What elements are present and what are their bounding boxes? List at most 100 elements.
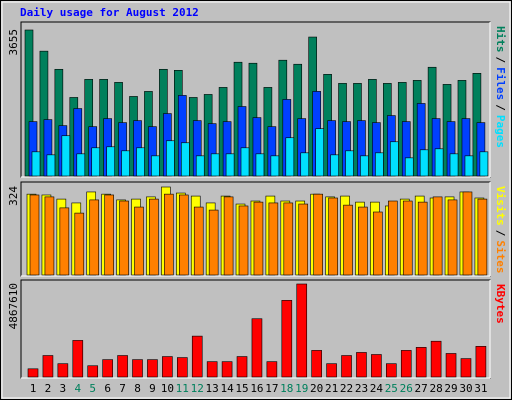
bar bbox=[315, 128, 324, 177]
legend-entry: Pages bbox=[494, 115, 507, 148]
bar bbox=[240, 147, 250, 177]
bar bbox=[46, 154, 56, 177]
x-tick-label: 28 bbox=[429, 382, 442, 395]
bar bbox=[415, 347, 427, 378]
bar bbox=[162, 356, 173, 378]
bar bbox=[449, 153, 459, 177]
bar bbox=[91, 147, 101, 177]
x-tick-label: 13 bbox=[206, 382, 219, 395]
bar bbox=[29, 194, 40, 276]
bar bbox=[132, 359, 143, 378]
legend: Hits / Files / Pages bbox=[494, 26, 507, 148]
bar bbox=[106, 146, 115, 177]
bar bbox=[475, 346, 487, 378]
bar bbox=[164, 193, 174, 276]
x-tick-label: 15 bbox=[235, 382, 248, 395]
x-tick-label: 17 bbox=[265, 382, 278, 395]
bar bbox=[343, 204, 353, 276]
bar bbox=[345, 150, 354, 177]
x-tick-label: 18 bbox=[280, 382, 293, 395]
bar bbox=[296, 283, 308, 378]
bar bbox=[57, 363, 69, 378]
bar bbox=[238, 205, 249, 276]
bar bbox=[179, 194, 189, 276]
bar bbox=[417, 201, 428, 276]
bar bbox=[191, 335, 203, 378]
x-tick-label: 2 bbox=[45, 382, 52, 395]
bar bbox=[104, 194, 114, 276]
x-tick-label: 30 bbox=[459, 382, 472, 395]
legend-entry: Files bbox=[494, 67, 507, 100]
y-tick-label: 324 bbox=[7, 186, 20, 206]
x-tick-label: 31 bbox=[474, 382, 487, 395]
bar bbox=[119, 200, 129, 276]
legend-separator: / bbox=[494, 230, 507, 237]
bar bbox=[255, 153, 265, 177]
x-tick-label: 4 bbox=[74, 382, 81, 395]
bar bbox=[225, 153, 235, 177]
bar bbox=[432, 196, 443, 276]
x-tick-label: 1 bbox=[30, 382, 37, 395]
bar bbox=[285, 137, 295, 177]
x-tick-label: 10 bbox=[161, 382, 174, 395]
legend-entry: KBytes bbox=[494, 284, 507, 324]
legend: Visits / Sites bbox=[494, 186, 507, 274]
bar bbox=[61, 135, 71, 177]
chart-title: Daily usage for August 2012 bbox=[20, 6, 199, 19]
bar bbox=[181, 142, 190, 177]
x-tick-label: 5 bbox=[89, 382, 96, 395]
bar bbox=[102, 359, 113, 378]
bar bbox=[136, 147, 145, 177]
bar bbox=[283, 202, 294, 276]
bar bbox=[360, 155, 369, 177]
bar bbox=[177, 357, 188, 378]
bar bbox=[388, 200, 398, 276]
bar bbox=[270, 155, 280, 177]
legend: KBytes bbox=[494, 284, 507, 324]
bar bbox=[44, 196, 55, 276]
bar bbox=[89, 199, 100, 276]
bar bbox=[42, 355, 54, 378]
x-tick-label: 19 bbox=[295, 382, 308, 395]
bar bbox=[477, 198, 488, 276]
x-tick-label: 22 bbox=[340, 382, 353, 395]
y-tick-label: 3655 bbox=[7, 29, 20, 56]
x-tick-label: 29 bbox=[444, 382, 457, 395]
bar bbox=[121, 150, 130, 177]
x-tick-label: 21 bbox=[325, 382, 338, 395]
bar bbox=[311, 350, 322, 378]
bar bbox=[400, 350, 412, 378]
x-tick-label: 27 bbox=[415, 382, 428, 395]
bar bbox=[373, 211, 383, 276]
bar bbox=[356, 352, 367, 378]
bar bbox=[87, 365, 99, 378]
x-tick-label: 25 bbox=[385, 382, 398, 395]
bar bbox=[390, 141, 399, 177]
bar bbox=[375, 152, 384, 177]
bar bbox=[268, 202, 279, 276]
bar bbox=[328, 197, 338, 276]
bar bbox=[27, 368, 39, 378]
bar bbox=[479, 151, 489, 177]
x-tick-label: 11 bbox=[176, 382, 189, 395]
bar bbox=[206, 361, 218, 378]
bar bbox=[445, 353, 457, 378]
x-tick-label: 6 bbox=[104, 382, 111, 395]
bar bbox=[195, 155, 205, 177]
legend-entry: Visits bbox=[494, 186, 507, 226]
bar bbox=[149, 198, 159, 276]
x-tick-label: 20 bbox=[310, 382, 323, 395]
bar bbox=[464, 155, 474, 177]
bar bbox=[326, 363, 337, 378]
bar bbox=[221, 361, 233, 378]
x-tick-label: 24 bbox=[370, 382, 384, 395]
x-tick-label: 16 bbox=[250, 382, 263, 395]
bar bbox=[298, 203, 309, 276]
legend-entry: Hits bbox=[494, 26, 507, 53]
bar bbox=[236, 356, 248, 378]
bar bbox=[151, 155, 160, 177]
bar bbox=[134, 206, 144, 276]
x-tick-label: 12 bbox=[191, 382, 204, 395]
bar bbox=[210, 153, 220, 177]
bar bbox=[266, 361, 278, 378]
